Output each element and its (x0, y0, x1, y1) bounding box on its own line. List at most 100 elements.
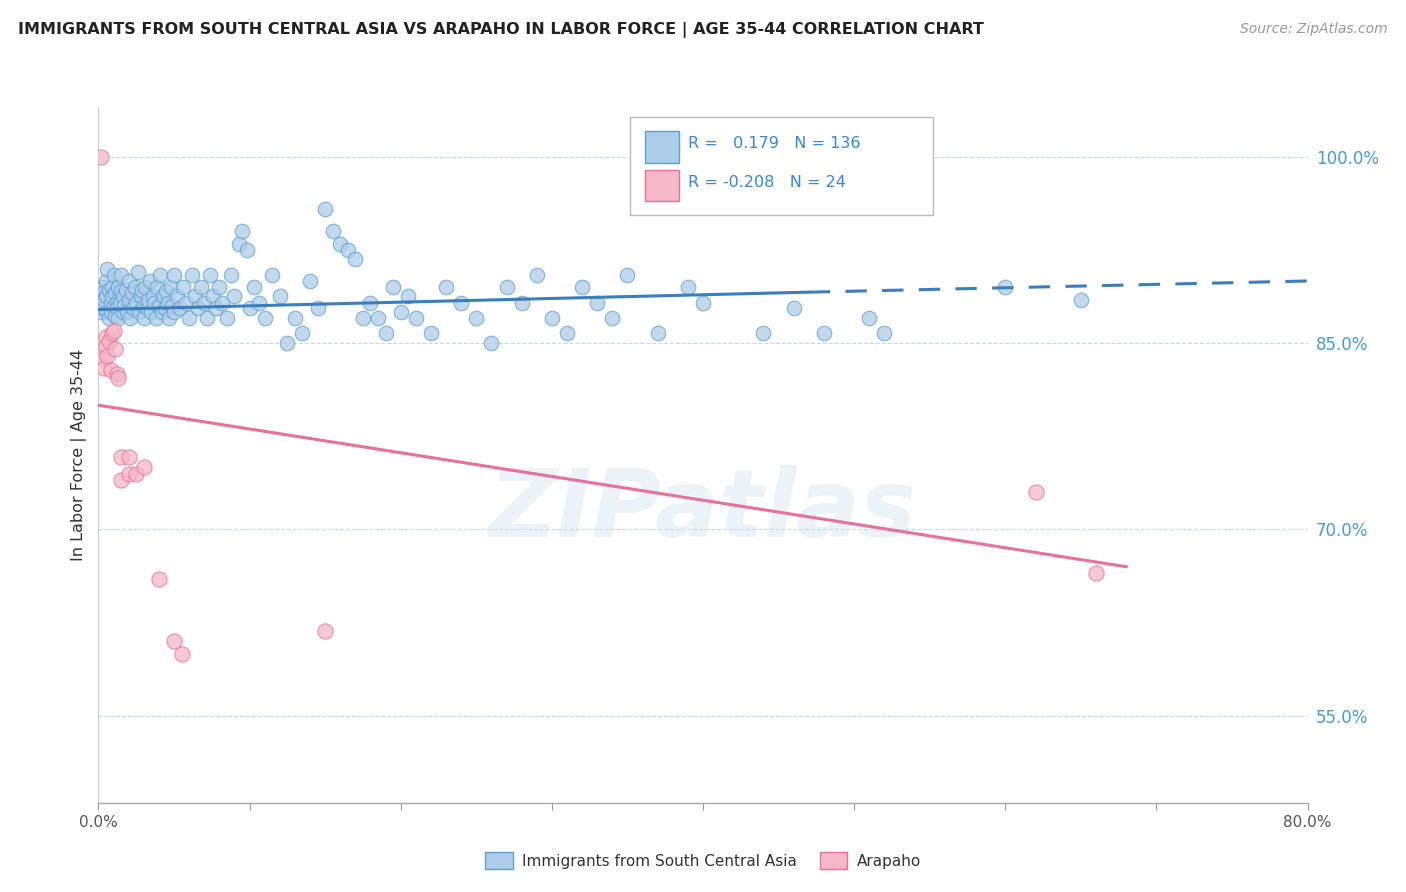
Point (125, 296, 148, 310)
Point (152, 289, 174, 303)
Point (143, 296, 166, 310)
Point (540, 311, 562, 326)
Point (142, 289, 165, 303)
Point (100, 296, 122, 310)
Point (873, 326, 896, 341)
Point (813, 326, 835, 341)
Point (571, 280, 593, 294)
Point (135, 301, 157, 316)
Point (132, 299, 155, 313)
Point (170, 647, 193, 661)
Point (205, 301, 228, 316)
Point (284, 311, 307, 326)
Point (374, 326, 396, 341)
Point (91, 301, 114, 316)
Point (676, 280, 699, 294)
Point (110, 268, 132, 282)
Point (193, 296, 215, 310)
Point (253, 311, 276, 326)
Point (221, 268, 243, 282)
Point (405, 311, 427, 326)
Point (145, 311, 167, 326)
Point (228, 236, 250, 251)
FancyBboxPatch shape (630, 118, 932, 215)
Point (174, 296, 197, 310)
Point (450, 296, 472, 310)
Point (163, 268, 186, 282)
Point (299, 274, 322, 288)
Point (555, 326, 578, 341)
Point (367, 311, 389, 326)
Point (247, 296, 270, 310)
Point (858, 311, 880, 326)
Text: Source: ZipAtlas.com: Source: ZipAtlas.com (1240, 22, 1388, 37)
Point (162, 299, 184, 313)
Point (96, 261, 118, 276)
Point (160, 280, 183, 294)
Point (224, 289, 246, 303)
Point (322, 224, 344, 238)
Legend: Immigrants from South Central Asia, Arapaho: Immigrants from South Central Asia, Arap… (479, 847, 927, 875)
Point (103, 324, 125, 338)
Point (139, 274, 162, 288)
Point (148, 572, 170, 586)
Point (128, 305, 150, 319)
Point (195, 311, 218, 326)
Point (202, 289, 225, 303)
Point (994, 280, 1017, 294)
Point (616, 268, 638, 282)
Point (163, 305, 186, 319)
Point (124, 280, 146, 294)
Point (396, 289, 419, 303)
Point (91, 280, 114, 294)
Point (181, 268, 204, 282)
Point (131, 283, 153, 297)
Point (134, 280, 156, 294)
Point (100, 363, 122, 377)
Point (291, 326, 314, 341)
Point (108, 289, 131, 303)
Point (107, 280, 129, 294)
Point (118, 467, 141, 481)
Point (104, 343, 127, 357)
Point (94, 330, 117, 344)
Point (307, 301, 329, 316)
Point (94, 289, 117, 303)
Point (510, 296, 533, 310)
Point (243, 280, 266, 294)
Point (329, 236, 352, 251)
Point (269, 289, 291, 303)
Point (110, 284, 132, 298)
Point (647, 326, 669, 341)
Point (98, 283, 121, 297)
Point (141, 305, 163, 319)
Point (344, 252, 367, 266)
Point (190, 280, 212, 294)
Point (526, 268, 548, 282)
Point (107, 371, 129, 385)
Text: ZIPatlas: ZIPatlas (489, 465, 917, 557)
Point (783, 301, 806, 316)
Point (1085, 566, 1108, 580)
Point (122, 301, 145, 316)
Point (148, 299, 170, 313)
Point (146, 280, 169, 294)
Point (336, 243, 359, 257)
Bar (645, 131, 679, 162)
Point (104, 286, 127, 301)
Point (150, 305, 173, 319)
Text: R =   0.179   N = 136: R = 0.179 N = 136 (689, 136, 860, 152)
Point (276, 336, 298, 351)
Point (107, 311, 129, 326)
Point (602, 311, 624, 326)
Point (239, 301, 262, 316)
Point (692, 296, 714, 310)
Point (125, 467, 148, 481)
Point (118, 450, 141, 465)
Point (434, 280, 457, 294)
Point (211, 296, 233, 310)
Point (105, 301, 128, 316)
Point (235, 243, 257, 257)
Point (586, 296, 609, 310)
Point (495, 280, 517, 294)
